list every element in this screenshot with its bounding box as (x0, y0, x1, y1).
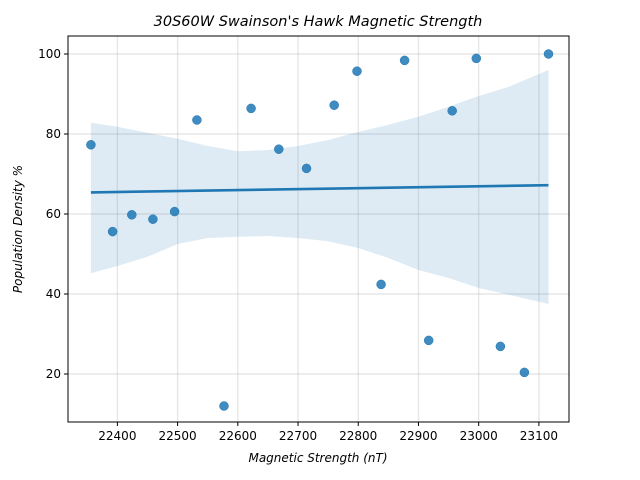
data-point (423, 335, 434, 346)
data-point (86, 140, 96, 150)
x-tick-label: 22600 (219, 429, 257, 443)
y-axis-label: Population Density % (11, 165, 25, 293)
regression-line (90, 183, 549, 194)
data-point (376, 279, 386, 290)
confidence-band (90, 70, 549, 304)
x-axis-label: Magnetic Strength (nT) (248, 451, 387, 465)
x-tick-label: 22400 (98, 429, 136, 443)
data-point (399, 55, 410, 66)
data-point (169, 206, 180, 217)
data-point (495, 341, 506, 352)
data-point (127, 210, 137, 220)
data-point (246, 103, 256, 114)
data-point (471, 53, 482, 64)
grid-lines (68, 36, 569, 422)
x-tick-label: 22900 (399, 429, 437, 443)
y-tick-label: 100 (38, 47, 61, 61)
data-points (86, 49, 554, 411)
data-point (352, 66, 362, 76)
data-point (447, 106, 457, 116)
x-tick-label: 23100 (520, 429, 558, 443)
y-tick-label: 20 (46, 367, 61, 381)
x-tick-label: 22700 (279, 429, 317, 443)
axis-ticks: 22400 22500 22600 22700 22800 22900 23000 23100… (38, 47, 558, 443)
data-point (274, 144, 284, 154)
y-tick-label: 60 (46, 207, 61, 221)
x-tick-label: 23000 (460, 429, 498, 443)
data-point (148, 214, 158, 224)
chart-title: 30S60W Swainson's Hawk Magnetic Strength (154, 14, 483, 30)
x-tick-label: 22500 (159, 429, 197, 443)
data-point (543, 49, 554, 59)
y-tick-label: 40 (46, 287, 61, 301)
x-tick-label: 22800 (339, 429, 377, 443)
data-point (219, 401, 229, 411)
data-point (519, 367, 530, 378)
data-point (301, 163, 312, 174)
y-tick-label: 80 (46, 127, 61, 141)
data-point (192, 115, 202, 125)
data-point (107, 226, 118, 237)
plot-frame (67, 35, 570, 423)
data-point (329, 100, 339, 110)
